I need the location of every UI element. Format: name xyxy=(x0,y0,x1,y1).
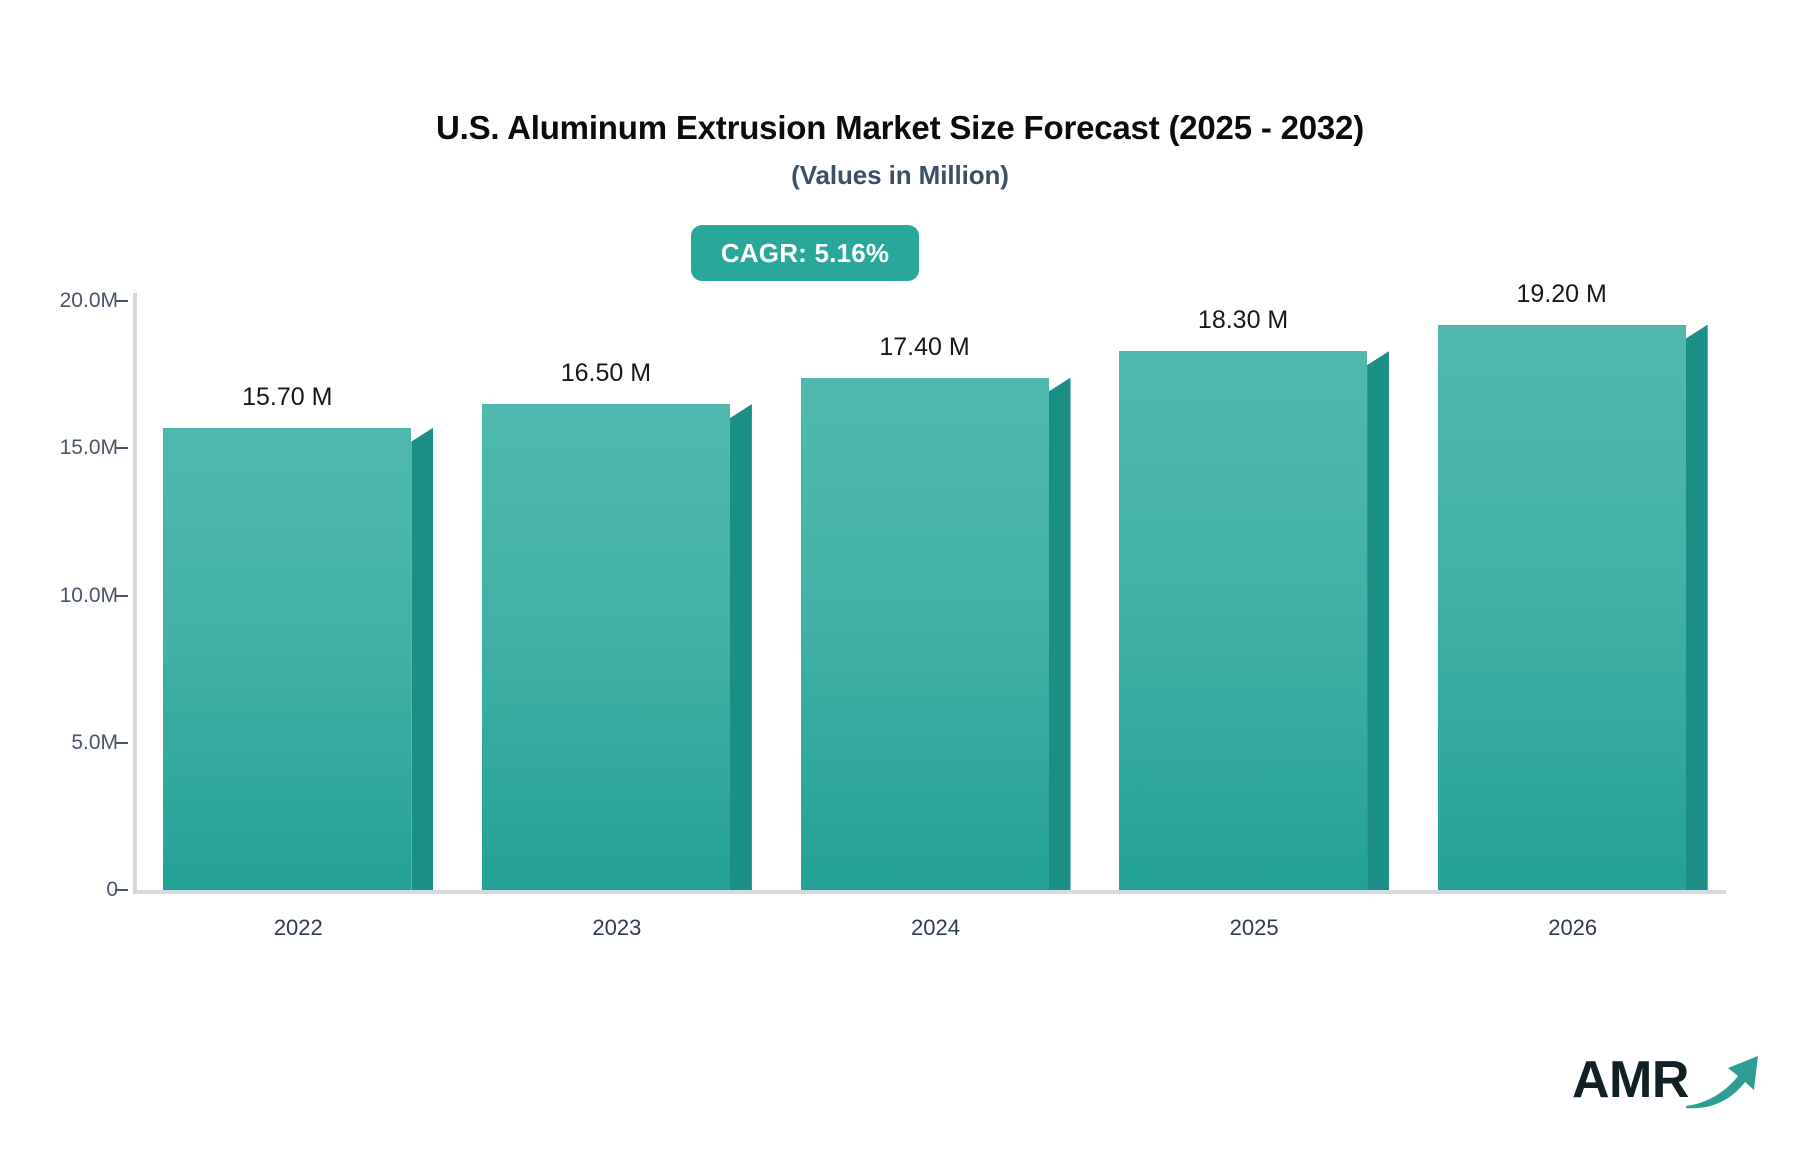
title-block: U.S. Aluminum Extrusion Market Size Fore… xyxy=(0,108,1800,191)
bar-front-face xyxy=(481,404,730,890)
bar-front-face xyxy=(1119,351,1368,890)
bar: 16.50 M xyxy=(481,359,752,890)
x-axis-tick-label: 2024 xyxy=(911,915,960,940)
bar: 17.40 M xyxy=(800,333,1071,890)
bar: 19.20 M xyxy=(1437,280,1708,890)
y-axis-tick-mark xyxy=(115,447,128,450)
y-axis-tick-label: 10.0M xyxy=(59,583,118,607)
bar-front-face xyxy=(163,427,412,890)
bar-front-face xyxy=(800,377,1049,890)
y-axis-tick-mark xyxy=(115,889,128,891)
page-title: U.S. Aluminum Extrusion Market Size Fore… xyxy=(436,109,1364,146)
plot-area: 0 5.0M 10.0M 15.0M 20.0M 15.70 M 16.50 M 17.40… xyxy=(60,280,1726,940)
x-axis-tick-label: 2026 xyxy=(1548,915,1598,940)
bar-side-face xyxy=(411,427,434,890)
y-axis-tick-label: 15.0M xyxy=(59,436,118,460)
growth-arrow-icon xyxy=(1686,1056,1758,1109)
x-axis-line xyxy=(133,890,1726,894)
bar-value-label: 18.30 M xyxy=(1197,306,1289,335)
x-axis-tick-label: 2025 xyxy=(1229,915,1279,940)
cagr-badge: CAGR: 5.16% xyxy=(691,225,919,281)
y-axis-tick-mark xyxy=(115,594,128,597)
amr-logo: AMR xyxy=(1572,1038,1762,1118)
bar-side-face xyxy=(1048,377,1071,890)
bar: 18.30 M xyxy=(1119,306,1390,890)
bar-front-face xyxy=(1437,324,1686,890)
y-axis-tick-label: 0 xyxy=(106,878,118,901)
y-axis-tick-mark xyxy=(115,741,128,744)
bar: 15.70 M xyxy=(163,383,434,890)
logo-text: AMR xyxy=(1572,1051,1689,1109)
chart-subtitle: (Values in Million) xyxy=(791,159,1009,190)
x-axis-tick-label: 2022 xyxy=(273,915,323,940)
bar-value-label: 17.40 M xyxy=(879,332,970,361)
bar-value-label: 16.50 M xyxy=(560,359,652,388)
y-axis-tick-mark xyxy=(115,300,128,302)
bar-value-label: 19.20 M xyxy=(1516,279,1607,308)
y-axis-tick-label: 20.0M xyxy=(59,289,118,312)
x-axis-tick-label: 2023 xyxy=(592,915,642,940)
y-axis-line xyxy=(133,293,137,894)
bar-value-label: 15.70 M xyxy=(242,382,333,411)
bar-side-face xyxy=(1685,324,1708,890)
bar-side-face xyxy=(1367,351,1390,890)
y-axis-tick-label: 5.0M xyxy=(71,730,118,754)
bar-side-face xyxy=(729,404,752,890)
